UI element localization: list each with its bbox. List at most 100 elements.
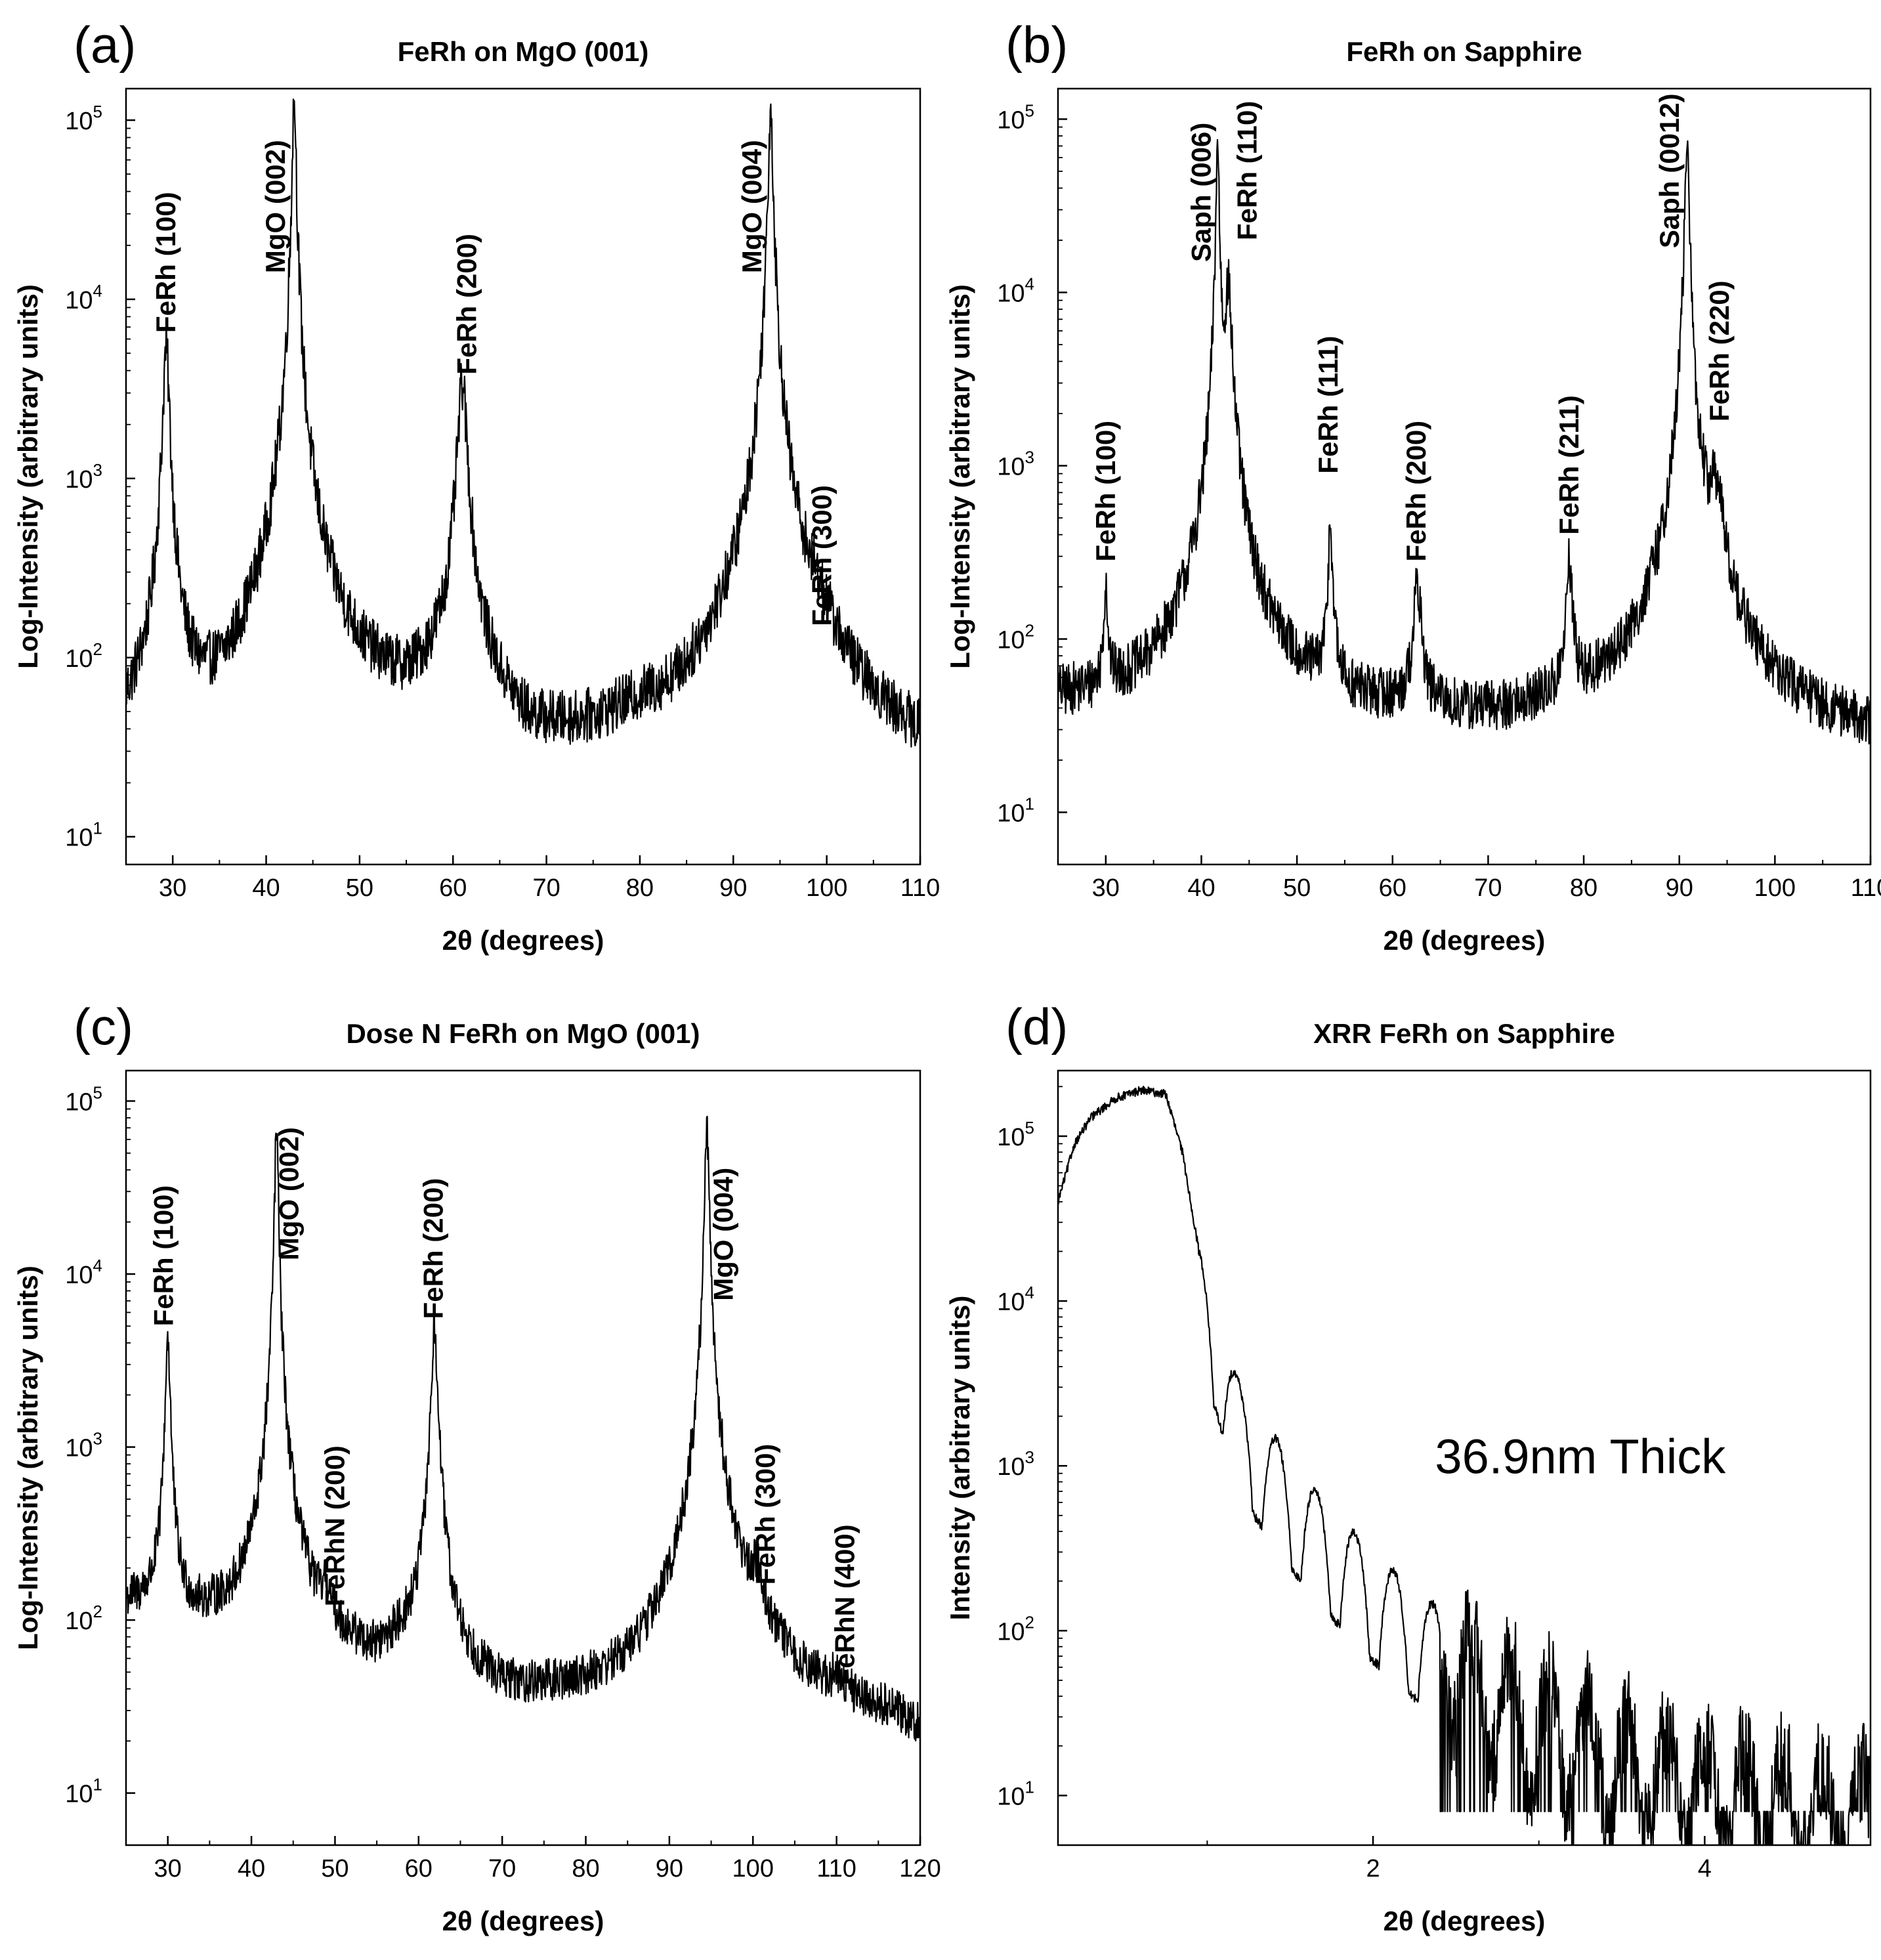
panel-a: (a) FeRh on MgO (001) 30 40 50 60 70 80 90 100 110… [12,16,940,956]
y-tick-label: 104 [997,274,1034,307]
x-tick-label: 70 [488,1855,516,1883]
x-tick-label: 90 [719,874,747,902]
panel-d: (d) XRR FeRh on Sapphire 2 4 101 102 103 104 105… [944,998,1872,1936]
panel-b: (b) FeRh on Sapphire 30 40 50 60 70 80 90 100 110 1… [944,16,1881,956]
x-tick-label: 100 [1754,874,1796,902]
plot-frame [125,87,921,866]
peak-label: FeRhN (400) [829,1524,860,1685]
data-series-line [125,1115,921,1742]
peak-label: FeRh (110) [1231,101,1262,240]
x-tick-label: 110 [816,1855,856,1883]
x-tick-label: 100 [732,1855,774,1883]
y-tick-label: 102 [65,639,102,673]
x-tick-label: 40 [238,1855,265,1883]
y-tick-label: 101 [65,819,102,852]
y-tick-label: 101 [997,794,1034,828]
data-series-line [1057,1086,1872,1846]
x-tick-label: 120 [899,1855,941,1883]
y-tick-label: 103 [65,460,102,494]
y-tick-label: 103 [997,1447,1034,1481]
y-tick-label: 102 [997,1612,1034,1646]
x-tick-label: 100 [806,874,847,902]
x-tick-label: 30 [159,874,186,902]
peak-label: Saph (006) [1185,123,1216,262]
x-tick-label: 60 [405,1855,433,1883]
x-tick-label: 30 [1092,874,1120,902]
peak-label: FeRh (111) [1313,335,1343,473]
x-tick-label: 2 [1366,1855,1380,1883]
peak-label: Saph (0012) [1654,93,1685,248]
peak-label: FeRh (200) [418,1178,449,1319]
panel-letter: (d) [1005,998,1068,1055]
y-tick-label: 105 [997,100,1034,134]
peak-label: FeRh (200) [452,234,482,375]
peak-label: FeRhN (200) [319,1445,350,1606]
x-tick-label: 50 [346,874,373,902]
x-tick-label: 50 [321,1855,349,1883]
y-tick-label: 105 [997,1118,1034,1151]
y-tick-label: 104 [65,281,102,314]
peak-label: FeRh (211) [1553,395,1584,534]
peak-label: MgO (002) [273,1127,304,1260]
peak-label: FeRh (300) [807,485,837,626]
x-tick-label: 60 [1379,874,1406,902]
peak-label: FeRh (300) [750,1444,780,1585]
y-tick-label: 104 [65,1256,102,1289]
peak-label: MgO (004) [736,140,767,273]
y-tick-label: 104 [997,1283,1034,1316]
peak-label: FeRh (200) [1401,421,1431,562]
peak-label: FeRh (100) [150,192,181,333]
x-tick-label: 30 [154,1855,182,1883]
chart-title: FeRh on Sapphire [1346,36,1582,67]
x-tick-label: 70 [532,874,560,902]
plot-frame [1057,87,1872,866]
y-tick-label: 103 [997,448,1034,481]
y-axis-label: Log-Intensity (arbitrary units) [12,284,43,669]
x-tick-label: 40 [252,874,280,902]
x-tick-label: 4 [1698,1855,1712,1883]
y-tick-label: 105 [65,102,102,135]
peak-label: FeRh (220) [1704,280,1735,421]
y-axis-label: Log-Intensity (arbitrary units) [12,1266,43,1650]
plot-frame [125,1069,921,1846]
x-tick-label: 80 [572,1855,599,1883]
x-tick-label: 50 [1283,874,1311,902]
chart-title: XRR FeRh on Sapphire [1313,1018,1615,1049]
panel-letter: (b) [1005,16,1068,74]
peak-label: FeRh (100) [148,1185,179,1327]
y-tick-label: 103 [65,1429,102,1462]
x-tick-label: 110 [900,874,941,902]
x-axis-label: 2θ (degrees) [1384,925,1546,956]
x-axis-label: 2θ (degrees) [442,1906,604,1936]
panel-letter: (c) [74,998,133,1055]
thickness-annotation: 36.9nm Thick [1435,1430,1726,1484]
y-tick-label: 102 [65,1602,102,1635]
data-series-line [125,98,921,748]
panel-c: (c) Dose N FeRh on MgO (001) 30 40 50 60 70 80 9… [12,998,941,1936]
x-tick-label: 40 [1187,874,1215,902]
panel-letter: (a) [74,16,136,74]
peak-label: MgO (002) [260,140,291,273]
x-tick-label: 90 [656,1855,683,1883]
plot-frame [1057,1069,1872,1846]
y-axis-label: Intensity (arbitrary units) [944,1296,975,1621]
x-axis-label: 2θ (degrees) [1384,1906,1546,1936]
x-tick-label: 70 [1474,874,1502,902]
x-tick-label: 80 [1570,874,1597,902]
x-tick-label: 110 [1851,874,1881,902]
peak-label: MgO (004) [708,1168,739,1301]
y-tick-label: 101 [65,1775,102,1808]
y-tick-label: 105 [65,1082,102,1116]
x-tick-label: 60 [439,874,467,902]
x-tick-label: 90 [1666,874,1693,902]
y-tick-label: 102 [997,621,1034,654]
x-tick-label: 80 [626,874,654,902]
chart-title: Dose N FeRh on MgO (001) [346,1018,700,1049]
data-series-line [1057,138,1872,745]
y-axis-label: Log-Intensity (arbitrary units) [944,284,975,669]
chart-title: FeRh on MgO (001) [398,36,649,67]
x-axis-label: 2θ (degrees) [442,925,604,956]
y-tick-label: 101 [997,1777,1034,1810]
peak-label: FeRh (100) [1090,421,1121,562]
